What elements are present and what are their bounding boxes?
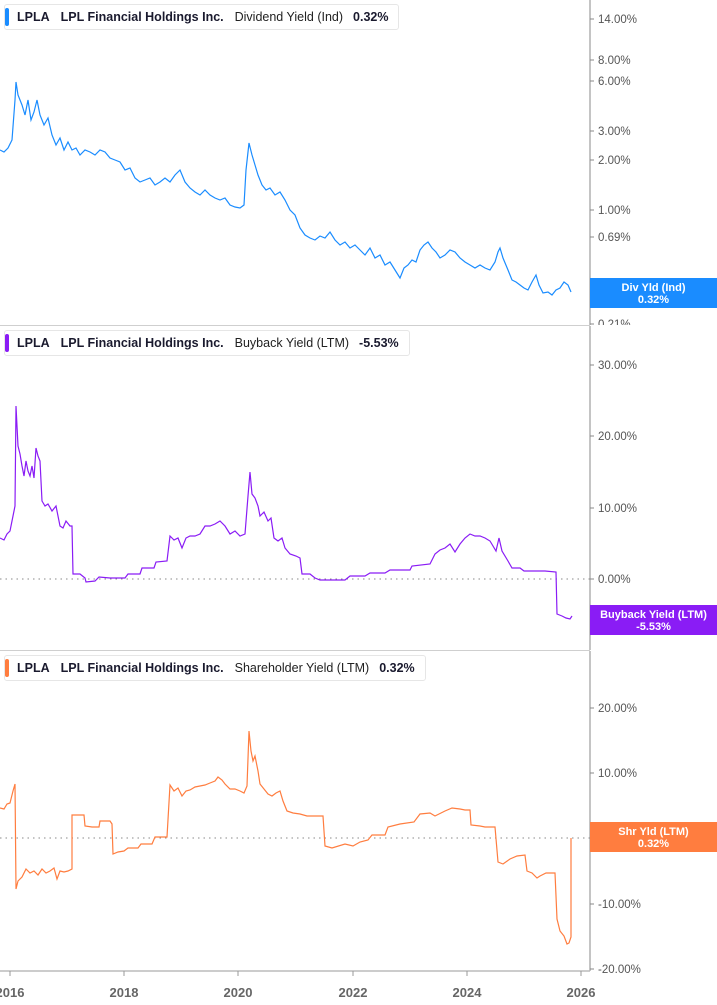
svg-text:-10.00%: -10.00% [598,899,641,911]
svg-text:3.00%: 3.00% [598,126,631,138]
svg-text:8.00%: 8.00% [598,55,631,67]
svg-text:20.00%: 20.00% [598,431,637,443]
company-name: LPL Financial Holdings Inc. [60,336,224,350]
buyback-yield-panel: 30.00% 20.00% 10.00% 0.00% LPLA LPL Fina… [0,326,717,650]
svg-text:-20.00%: -20.00% [598,964,641,976]
buyback-yield-legend: LPLA LPL Financial Holdings Inc. Buyback… [4,330,410,356]
x-axis-ticks: 2016 2018 2020 2022 2024 2026 [0,971,595,1000]
buyback-yield-line [0,405,573,620]
legend-color-swatch [5,659,9,677]
svg-text:14.00%: 14.00% [598,14,637,26]
y-axis-ticks: 30.00% 20.00% 10.00% 0.00% [590,360,637,586]
tag-value: 0.32% [637,838,670,850]
metric-name: Shareholder Yield (LTM) [234,661,370,675]
svg-text:6.00%: 6.00% [598,76,631,88]
svg-text:0.69%: 0.69% [598,232,631,244]
metric-name: Buyback Yield (LTM) [234,336,350,350]
tag-label: Buyback Yield (LTM) [600,609,707,621]
dividend-yield-line [0,81,572,296]
tag-label: Div Yld (Ind) [621,282,686,294]
shareholder-yield-value-tag: Shr Yld (LTM) 0.32% [590,822,717,852]
svg-text:10.00%: 10.00% [598,768,637,780]
panel-divider [0,650,590,651]
svg-text:2024: 2024 [453,985,483,1000]
dividend-yield-legend: LPLA LPL Financial Holdings Inc. Dividen… [4,4,400,30]
shareholder-yield-legend: LPLA LPL Financial Holdings Inc. Shareho… [4,655,426,681]
svg-text:1.00%: 1.00% [598,205,631,217]
shareholder-yield-line [0,730,572,945]
legend-color-swatch [5,334,9,352]
svg-text:10.00%: 10.00% [598,503,637,515]
metric-value: -5.53% [359,336,399,350]
company-name: LPL Financial Holdings Inc. [60,661,224,675]
tag-value: 0.32% [637,294,670,306]
metric-name: Dividend Yield (Ind) [234,10,344,24]
panel-divider [0,325,590,326]
svg-text:2026: 2026 [567,985,596,1000]
svg-text:2018: 2018 [110,985,139,1000]
svg-text:20.00%: 20.00% [598,703,637,715]
svg-text:0.00%: 0.00% [598,574,631,586]
svg-text:2.00%: 2.00% [598,155,631,167]
svg-text:2020: 2020 [224,985,253,1000]
buyback-yield-chart: 30.00% 20.00% 10.00% 0.00% [0,326,637,650]
legend-color-swatch [5,8,9,26]
svg-text:30.00%: 30.00% [598,360,637,372]
tag-value: -5.53% [636,621,671,633]
svg-text:0.21%: 0.21% [598,319,631,325]
dividend-yield-value-tag: Div Yld (Ind) 0.32% [590,278,717,308]
dividend-yield-panel: 14.00% 8.00% 6.00% 3.00% 2.00% 1.00% 0.6… [0,0,717,325]
shareholder-yield-panel: 20.00% 10.00% 0.00% -10.00% -20.00% 2016… [0,651,717,1005]
metric-value: 0.32% [379,661,415,675]
dividend-yield-chart: 14.00% 8.00% 6.00% 3.00% 2.00% 1.00% 0.6… [0,0,637,325]
svg-text:2016: 2016 [0,985,24,1000]
ticker-label: LPLA [17,336,50,350]
buyback-yield-value-tag: Buyback Yield (LTM) -5.53% [590,605,717,635]
company-name: LPL Financial Holdings Inc. [60,10,224,24]
ticker-label: LPLA [17,10,50,24]
svg-text:2022: 2022 [339,985,368,1000]
metric-value: 0.32% [353,10,389,24]
ticker-label: LPLA [17,661,50,675]
tag-label: Shr Yld (LTM) [618,826,689,838]
